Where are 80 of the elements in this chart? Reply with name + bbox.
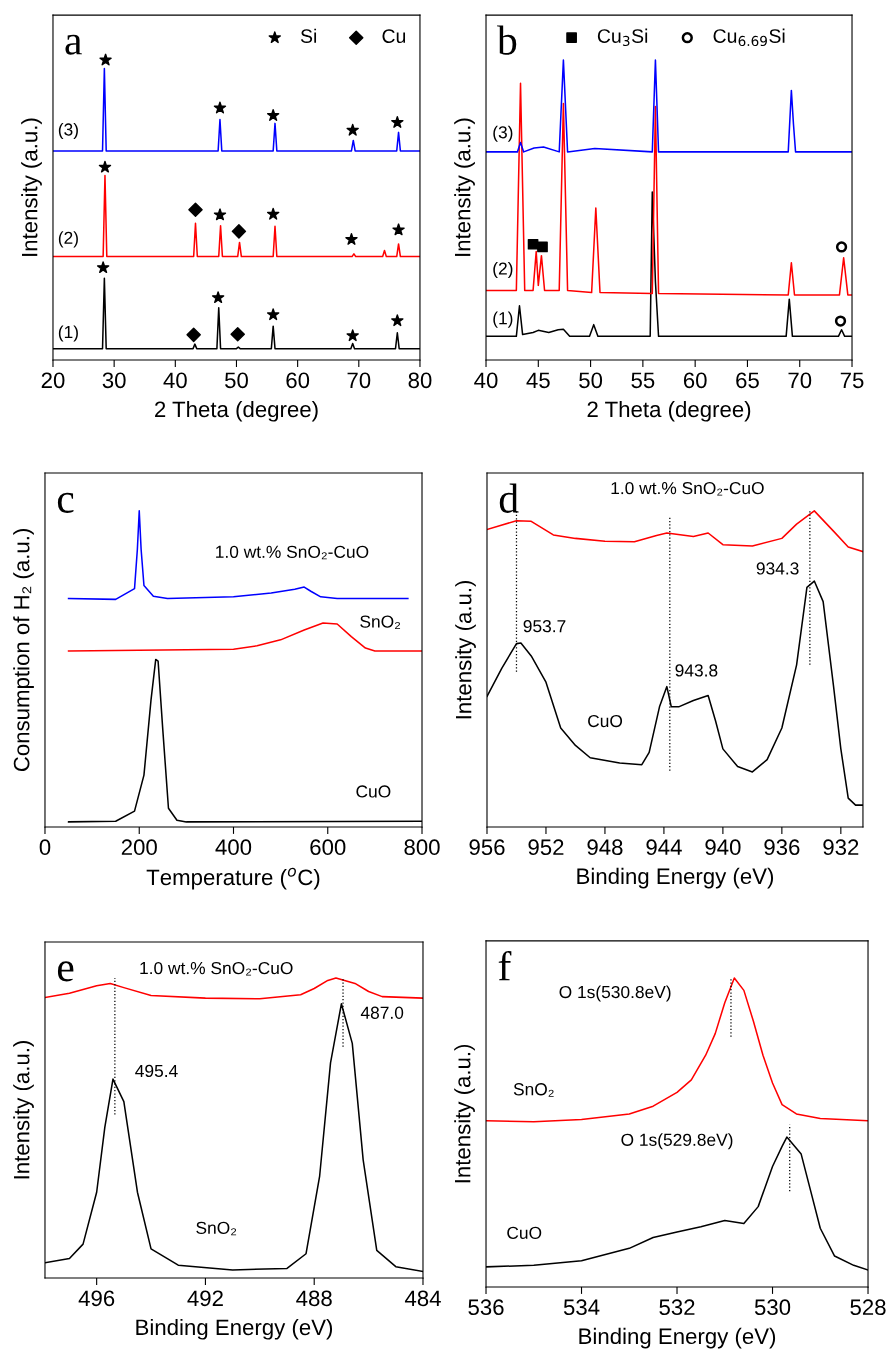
x-tick-label: 65 bbox=[736, 372, 759, 389]
x-tick-label: 80 bbox=[408, 372, 432, 389]
x-tick-label: 30 bbox=[102, 372, 126, 389]
x-axis-title: 2 Theta (degree) bbox=[587, 400, 751, 422]
x-tick-label: 70 bbox=[788, 372, 812, 389]
annotation: (3) bbox=[493, 125, 513, 142]
x-tick-label: 484 bbox=[404, 1290, 441, 1307]
annotation: 934.3 bbox=[756, 562, 799, 575]
annotation: O 1s(529.8eV) bbox=[621, 1133, 733, 1150]
x-axis-title: Binding Energy (eV) bbox=[579, 1327, 776, 1349]
x-axis-title: 2 Theta (degree) bbox=[155, 400, 318, 422]
x-tick-label: 532 bbox=[659, 1299, 695, 1316]
y-axis-title: Intensity (a.u.) bbox=[454, 118, 475, 256]
x-axis-title: Binding Energy (eV) bbox=[136, 1318, 333, 1340]
x-tick-label: 200 bbox=[121, 839, 157, 856]
annotation: CuO bbox=[588, 714, 623, 728]
text: a bbox=[65, 34, 82, 55]
annotation: 495.4 bbox=[135, 1064, 178, 1078]
annotation: CuO bbox=[356, 785, 391, 798]
x-tick-label: 936 bbox=[764, 839, 800, 856]
text: b bbox=[497, 25, 517, 55]
annotation: 953.7 bbox=[523, 620, 566, 633]
legend-label: Cu$_{6.69}$Si bbox=[713, 28, 785, 47]
y-axis-title: Intensity (a.u.) bbox=[454, 1044, 475, 1183]
x-tick-label: 60 bbox=[683, 372, 707, 389]
annotation: (3) bbox=[58, 122, 78, 140]
y-axis-title: Intensity (a.u.) bbox=[21, 118, 42, 256]
x-tick-label: 488 bbox=[296, 1290, 332, 1307]
annotation: 487.0 bbox=[360, 1006, 404, 1019]
legend-label: Si bbox=[300, 28, 317, 43]
x-tick-label: 60 bbox=[286, 372, 310, 389]
text: 1.0 wt.% SnO₂-CuO bbox=[611, 481, 764, 496]
annotation: d bbox=[499, 483, 519, 513]
x-tick-label: 600 bbox=[310, 839, 346, 856]
x-tick-label: 944 bbox=[646, 839, 682, 856]
annotation: O 1s(530.8eV) bbox=[559, 985, 671, 1002]
x-tick-label: 20 bbox=[41, 372, 65, 389]
x-tick-label: 45 bbox=[526, 372, 550, 389]
annotation: SnO₂ bbox=[513, 1083, 554, 1097]
x-tick-label: 948 bbox=[587, 839, 623, 856]
x-tick-label: 952 bbox=[528, 839, 564, 856]
annotation: SnO₂ bbox=[196, 1221, 237, 1236]
x-tick-label: 956 bbox=[469, 839, 505, 856]
legend-label: Cu bbox=[382, 29, 406, 43]
annotation: (2) bbox=[493, 261, 513, 279]
x-tick-label: 940 bbox=[705, 839, 741, 856]
x-tick-label: 536 bbox=[468, 1299, 504, 1316]
x-tick-label: 50 bbox=[579, 372, 603, 389]
x-tick-label: 50 bbox=[225, 372, 248, 389]
y-axis-title: Consumption of H₂ (a.u.) bbox=[13, 529, 34, 772]
x-tick-label: 530 bbox=[754, 1299, 791, 1316]
x-tick-label: 528 bbox=[850, 1299, 886, 1316]
x-tick-label: 932 bbox=[823, 839, 859, 856]
annotation: (2) bbox=[58, 231, 78, 248]
annotation: e bbox=[57, 961, 74, 982]
x-tick-label: 496 bbox=[78, 1290, 115, 1307]
x-axis-title: Temperature ($^{o}$C) bbox=[146, 867, 320, 890]
x-tick-label: 400 bbox=[215, 839, 252, 856]
annotation: 1.0 wt.% SnO₂-CuO bbox=[216, 545, 369, 560]
y-axis-title: Intensity (a.u.) bbox=[455, 580, 476, 719]
x-tick-label: 534 bbox=[563, 1299, 600, 1316]
annotation: CuO bbox=[507, 1226, 542, 1240]
x-tick-label: 800 bbox=[404, 839, 440, 856]
x-axis-title: Binding Energy (eV) bbox=[577, 867, 774, 889]
x-tick-label: 40 bbox=[474, 372, 498, 389]
annotation: c bbox=[57, 492, 74, 513]
annotation: f bbox=[498, 950, 512, 981]
x-tick-label: 0 bbox=[39, 839, 51, 856]
annotation: (1) bbox=[58, 325, 78, 342]
x-tick-label: 40 bbox=[163, 372, 187, 389]
x-tick-label: 75 bbox=[840, 372, 864, 389]
x-tick-label: 55 bbox=[631, 372, 655, 389]
text: 1.0 wt.% SnO₂-CuO bbox=[140, 961, 293, 976]
annotation: 943.8 bbox=[675, 664, 718, 677]
y-axis-title: Intensity (a.u.) bbox=[13, 1041, 34, 1179]
legend-label: Cu$_{3}$Si bbox=[597, 28, 648, 47]
annotation: (1) bbox=[493, 311, 513, 328]
x-tick-label: 70 bbox=[347, 372, 371, 389]
x-tick-label: 492 bbox=[187, 1290, 223, 1307]
annotation: SnO₂ bbox=[360, 615, 401, 630]
